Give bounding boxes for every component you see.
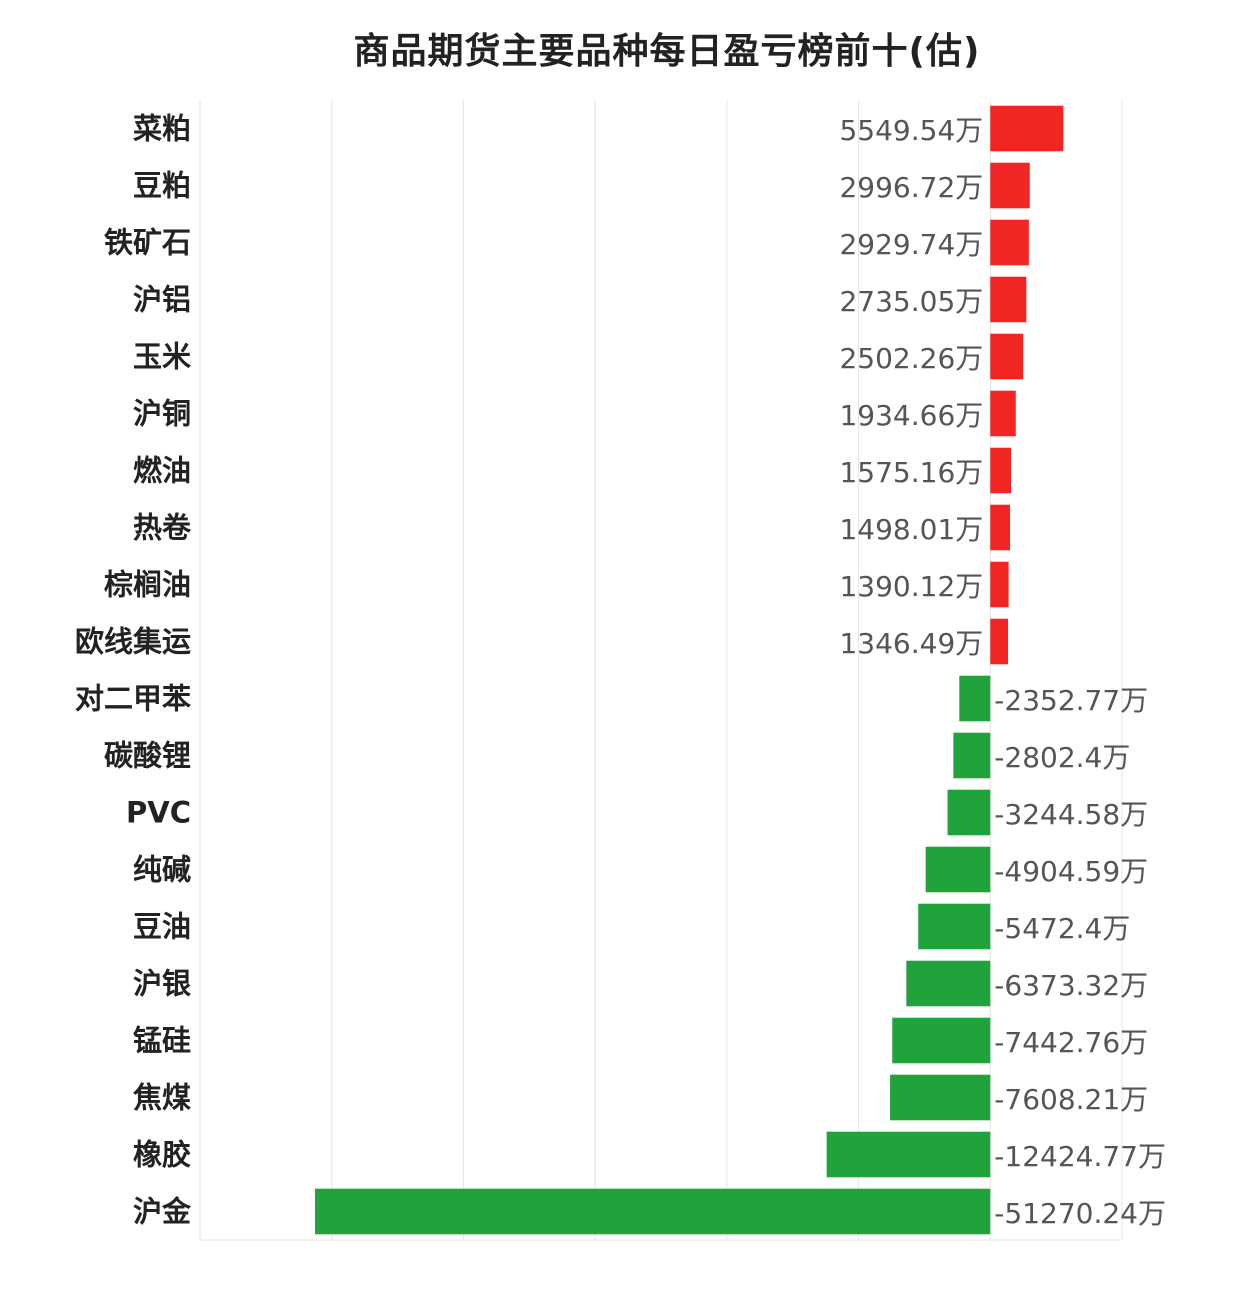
category-label: 玉米 <box>133 340 191 374</box>
value-label: -5472.4万 <box>994 912 1130 945</box>
category-label: 沪铜 <box>133 397 191 431</box>
bar <box>990 390 1016 437</box>
value-label: 2502.26万 <box>839 342 983 375</box>
bar <box>990 561 1009 608</box>
bar <box>947 789 991 836</box>
bar <box>918 903 991 950</box>
value-label: 1346.49万 <box>839 627 983 660</box>
bar <box>990 276 1027 323</box>
bar <box>990 504 1011 551</box>
value-label: 1498.01万 <box>839 513 983 546</box>
value-label: -4904.59万 <box>994 855 1148 888</box>
category-label: 橡胶 <box>133 1138 191 1172</box>
value-label: 2996.72万 <box>839 171 983 204</box>
bar <box>925 846 991 893</box>
category-label: 菜粕 <box>133 112 191 146</box>
bar <box>990 618 1009 665</box>
bar <box>826 1131 991 1178</box>
bar <box>990 447 1012 494</box>
value-label: -6373.32万 <box>994 969 1148 1002</box>
bar <box>990 219 1029 266</box>
category-label: 对二甲苯 <box>75 682 191 716</box>
category-label: 热卷 <box>133 511 192 545</box>
category-label: 焦煤 <box>133 1081 191 1115</box>
category-label: 欧线集运 <box>75 625 191 659</box>
bar <box>953 732 991 779</box>
category-label: 沪铝 <box>133 283 191 317</box>
grid-lines <box>199 100 1123 1241</box>
value-label: 2735.05万 <box>839 285 983 318</box>
category-label: 豆油 <box>133 910 191 944</box>
bar <box>892 1017 991 1064</box>
chart-title: 商品期货主要品种每日盈亏榜前十(估) <box>353 31 981 72</box>
value-labels: 5549.54万 2996.72万 2929.74万 2735.05万 2502.26万… <box>839 114 1166 1230</box>
category-label: 棕榈油 <box>104 568 191 602</box>
category-label: 锰硅 <box>133 1024 191 1058</box>
value-label: -7442.76万 <box>994 1026 1148 1059</box>
bar <box>990 162 1030 209</box>
value-label: -12424.77万 <box>994 1140 1166 1173</box>
value-label: 1575.16万 <box>839 456 983 489</box>
category-label: 纯碱 <box>133 853 191 887</box>
bar <box>990 105 1064 152</box>
bar <box>314 1188 991 1235</box>
category-label: 沪银 <box>133 967 191 1001</box>
bar <box>890 1074 991 1121</box>
value-label: 2929.74万 <box>839 228 983 261</box>
value-label: -3244.58万 <box>994 798 1148 831</box>
bar <box>959 675 991 722</box>
bar <box>906 960 991 1007</box>
value-label: 1390.12万 <box>839 570 983 603</box>
value-label: -51270.24万 <box>994 1197 1166 1230</box>
category-label: 碳酸锂 <box>104 739 191 773</box>
value-label: -2802.4万 <box>994 741 1130 774</box>
value-label: -7608.21万 <box>994 1083 1148 1116</box>
category-label: 沪金 <box>133 1195 192 1229</box>
category-label: 铁矿石 <box>104 226 191 260</box>
category-label: PVC <box>126 796 191 830</box>
bar <box>990 333 1024 380</box>
value-label: -2352.77万 <box>994 684 1148 717</box>
category-label: 燃油 <box>133 454 191 488</box>
value-label: 1934.66万 <box>839 399 983 432</box>
bars <box>314 105 1064 1235</box>
value-label: 5549.54万 <box>839 114 983 147</box>
category-label: 豆粕 <box>133 169 191 203</box>
